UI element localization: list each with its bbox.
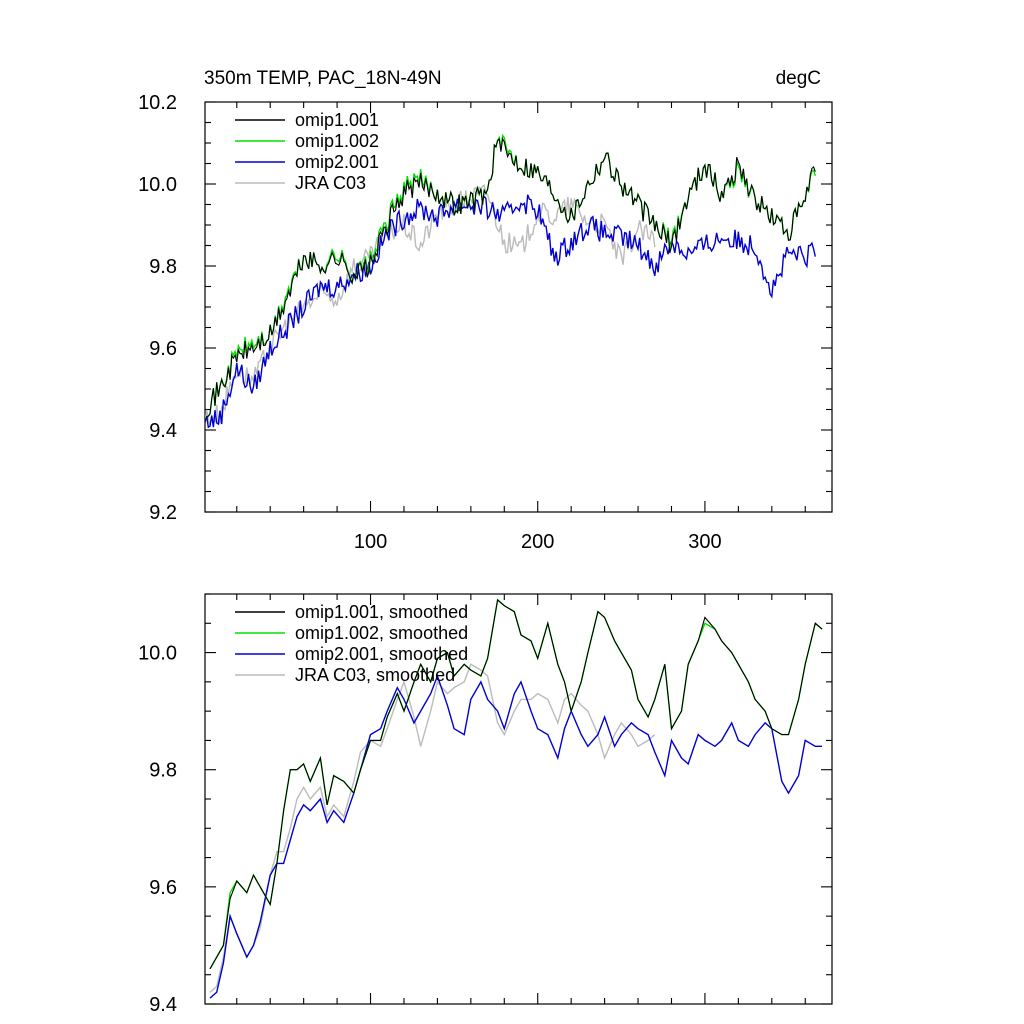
y-tick-label: 10.0 (138, 174, 177, 196)
series-line (205, 184, 656, 426)
y-tick-label: 10.2 (138, 92, 177, 114)
series-line (209, 663, 656, 993)
x-tick-label: 100 (354, 531, 387, 553)
y-tick-label: 9.4 (149, 994, 177, 1016)
legend-label: omip1.002 (295, 131, 379, 151)
y-tick-label: 9.4 (149, 420, 177, 442)
y-tick-label: 9.8 (149, 256, 177, 278)
series-lines (209, 598, 823, 999)
panel1-plot: 100 200 3009.29.49.69.810.010.2omip1.001om… (138, 92, 833, 553)
panel1-units-label: degC (776, 68, 821, 89)
y-tick-label: 9.6 (149, 877, 177, 899)
series-lines (205, 133, 816, 429)
y-tick-label: 9.8 (149, 760, 177, 782)
x-tick-label: 300 (688, 531, 721, 553)
series-line (205, 137, 816, 420)
legend-label: omip2.001, smoothed (295, 644, 468, 664)
panel2-plot: 9.4 9.6 9.8 10.0 omip1.001, smoothedomip1.00… (138, 593, 833, 1016)
y-tick-label: 10.0 (138, 643, 177, 665)
legend-label: JRA C03, smoothed (295, 665, 455, 685)
panel1-title: 350m TEMP, PAC_18N-49N (204, 68, 442, 89)
series-line (209, 673, 822, 999)
x-tick-label: 200 (521, 531, 554, 553)
legend-label: omip1.001, smoothed (295, 602, 468, 622)
legend-label: omip2.001 (295, 152, 379, 172)
series-line (209, 598, 823, 970)
legend-label: omip1.002, smoothed (295, 623, 468, 643)
y-tick-label: 9.6 (149, 338, 177, 360)
legend-label: omip1.001 (295, 110, 379, 130)
y-tick-label: 9.2 (149, 502, 177, 524)
series-line (205, 194, 816, 429)
legend-label: JRA C03 (295, 173, 366, 193)
